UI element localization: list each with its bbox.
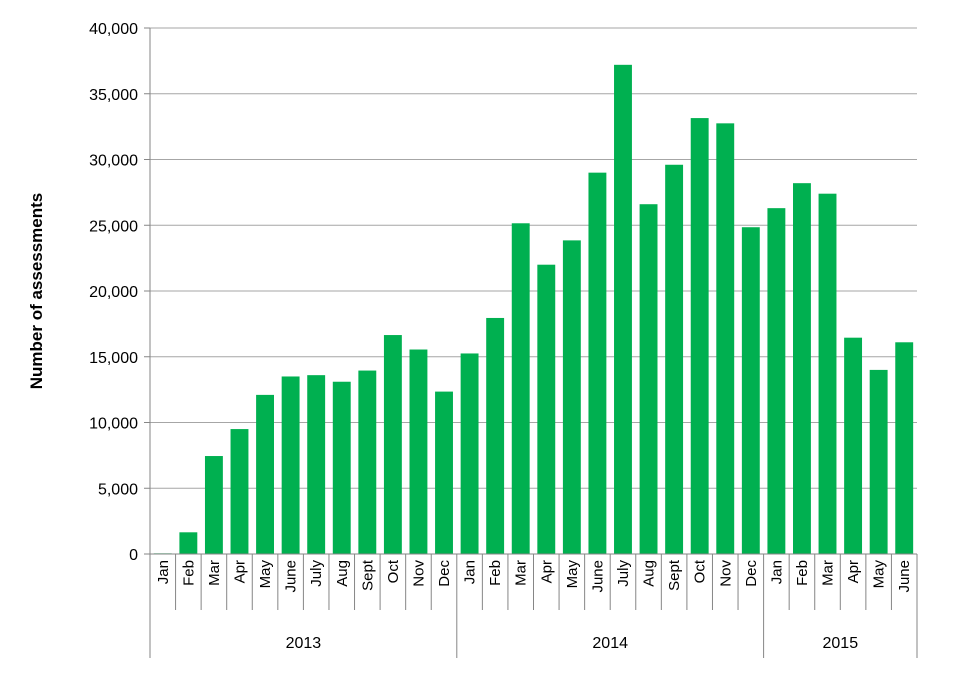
x-tick-label: Nov [410, 560, 427, 587]
y-tick-label: 25,000 [89, 218, 138, 235]
bar [793, 183, 811, 555]
x-tick-label: July [308, 560, 325, 587]
y-tick-label: 40,000 [89, 21, 138, 38]
bar [562, 240, 581, 554]
bar [741, 227, 760, 554]
x-tick-label: May [257, 560, 274, 589]
bar [256, 394, 274, 554]
x-tick-label: Sept [666, 559, 683, 591]
bar [537, 264, 556, 554]
year-group-label: 2014 [592, 635, 628, 652]
bar [767, 208, 786, 554]
y-axis-ticks: 0 5,000 10,000 15,000 20,000 25,000 30,000 35,0… [89, 21, 151, 564]
x-tick-label: June [283, 560, 300, 593]
bar [383, 335, 402, 554]
bar [869, 369, 888, 554]
bar [460, 353, 479, 554]
x-tick-label: Dec [743, 560, 760, 587]
bar [307, 375, 326, 554]
bars [153, 64, 914, 555]
x-tick-label: May [564, 560, 581, 589]
x-axis: Jan Feb Mar Apr May June July Aug Sept Oct Nov Dec J… [149, 553, 918, 658]
x-tick-label: Apr [538, 560, 555, 583]
x-tick-label: Sept [359, 559, 376, 591]
y-axis-title: Number of assessments [27, 193, 46, 390]
x-tick-label: Oct [692, 559, 709, 583]
x-tick-label: Mar [513, 560, 530, 586]
x-tick-label: Feb [180, 560, 197, 586]
bar [332, 381, 351, 554]
x-tick-label: Nov [717, 560, 734, 587]
y-tick-label: 20,000 [89, 284, 138, 301]
bar [486, 317, 505, 554]
bar [895, 342, 914, 554]
bar [179, 532, 198, 554]
gridlines [150, 27, 917, 489]
x-tick-label: Feb [794, 560, 811, 586]
y-tick-label: 0 [129, 547, 138, 564]
x-tick-label: Feb [487, 560, 504, 586]
y-tick-label: 30,000 [89, 153, 138, 170]
bar [409, 349, 428, 554]
x-tick-label: Aug [641, 560, 658, 587]
bar [844, 337, 863, 554]
bar [818, 193, 837, 554]
bar [435, 391, 453, 554]
bar [639, 204, 658, 554]
y-tick-label: 5,000 [98, 481, 138, 498]
x-tick-label: June [589, 560, 606, 593]
x-tick-label: Jan [155, 560, 172, 584]
y-tick-label: 10,000 [89, 416, 138, 433]
x-tick-label: Mar [820, 560, 837, 586]
x-tick-label: Dec [436, 560, 453, 587]
x-tick-label: Apr [231, 560, 248, 583]
x-tick-label: Apr [845, 560, 862, 583]
bar [690, 118, 709, 554]
x-tick-label: July [615, 560, 632, 587]
y-tick-label: 35,000 [89, 87, 138, 104]
y-tick-label: 15,000 [89, 350, 138, 367]
x-tick-label: Oct [385, 559, 402, 583]
year-group-label: 2013 [286, 635, 322, 652]
x-tick-label: Jan [768, 560, 785, 584]
bar [511, 223, 530, 554]
x-tick-label: June [896, 560, 913, 593]
bar [588, 172, 607, 554]
bar [230, 429, 249, 554]
bar [665, 164, 684, 554]
bar [281, 376, 300, 554]
bar [716, 123, 735, 555]
bar [358, 370, 377, 554]
bar [614, 64, 632, 554]
x-tick-label: Jan [462, 560, 479, 584]
year-group-label: 2015 [823, 635, 859, 652]
x-tick-label: Mar [206, 560, 223, 586]
x-tick-label: May [871, 560, 888, 589]
bar [204, 456, 223, 554]
x-tick-label: Aug [334, 560, 351, 587]
